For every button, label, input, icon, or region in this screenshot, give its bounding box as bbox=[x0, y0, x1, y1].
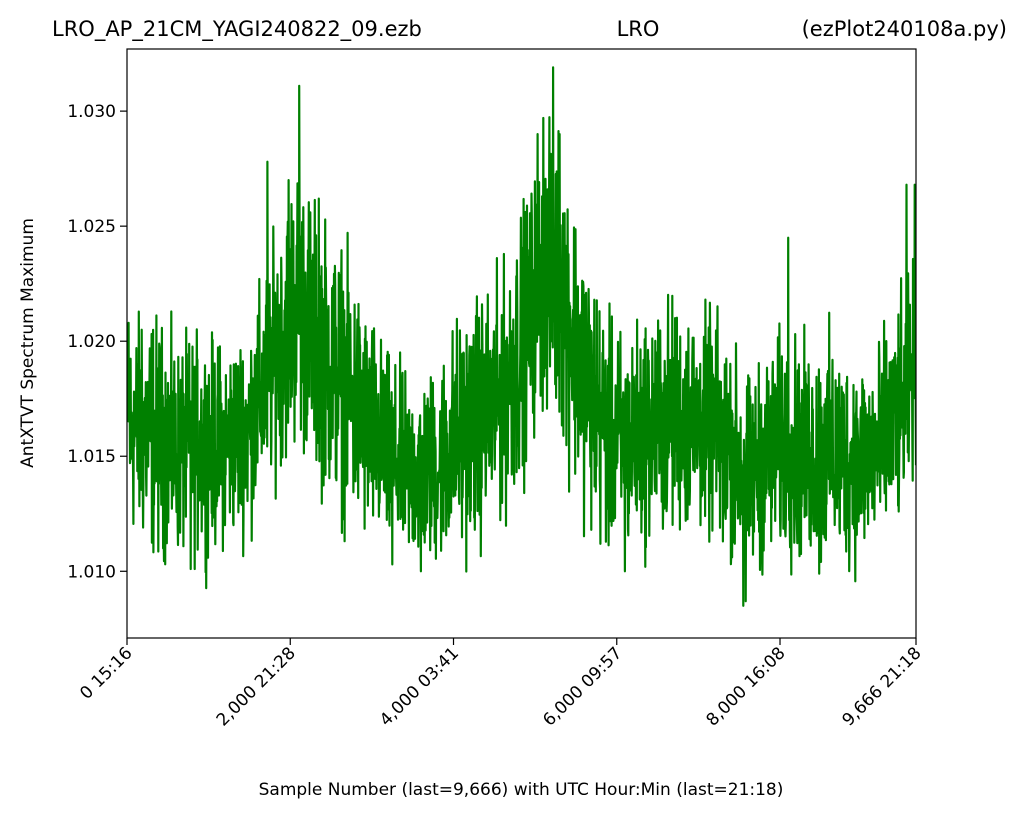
x-axis-label: Sample Number (last=9,666) with UTC Hour… bbox=[259, 780, 784, 800]
y-tick-label: 1.030 bbox=[67, 102, 116, 122]
chart-title-left: LRO_AP_21CM_YAGI240822_09.ezb bbox=[52, 17, 422, 42]
series-layer bbox=[127, 66, 916, 607]
plot-frame bbox=[126, 48, 917, 639]
series-line bbox=[127, 66, 916, 607]
y-tick-label: 1.025 bbox=[67, 217, 116, 237]
y-tick-label: 1.020 bbox=[67, 332, 116, 352]
y-axis-label: AntXTVT Spectrum Maximum bbox=[18, 218, 38, 468]
chart-title-center: LRO bbox=[617, 17, 660, 41]
y-tick-label: 1.010 bbox=[67, 562, 116, 582]
chart-title-right: (ezPlot240108a.py) bbox=[802, 17, 1007, 41]
y-tick-label: 1.015 bbox=[67, 447, 116, 467]
y-axis: 1.010 1.015 1.020 1.025 1.030 bbox=[67, 102, 127, 582]
